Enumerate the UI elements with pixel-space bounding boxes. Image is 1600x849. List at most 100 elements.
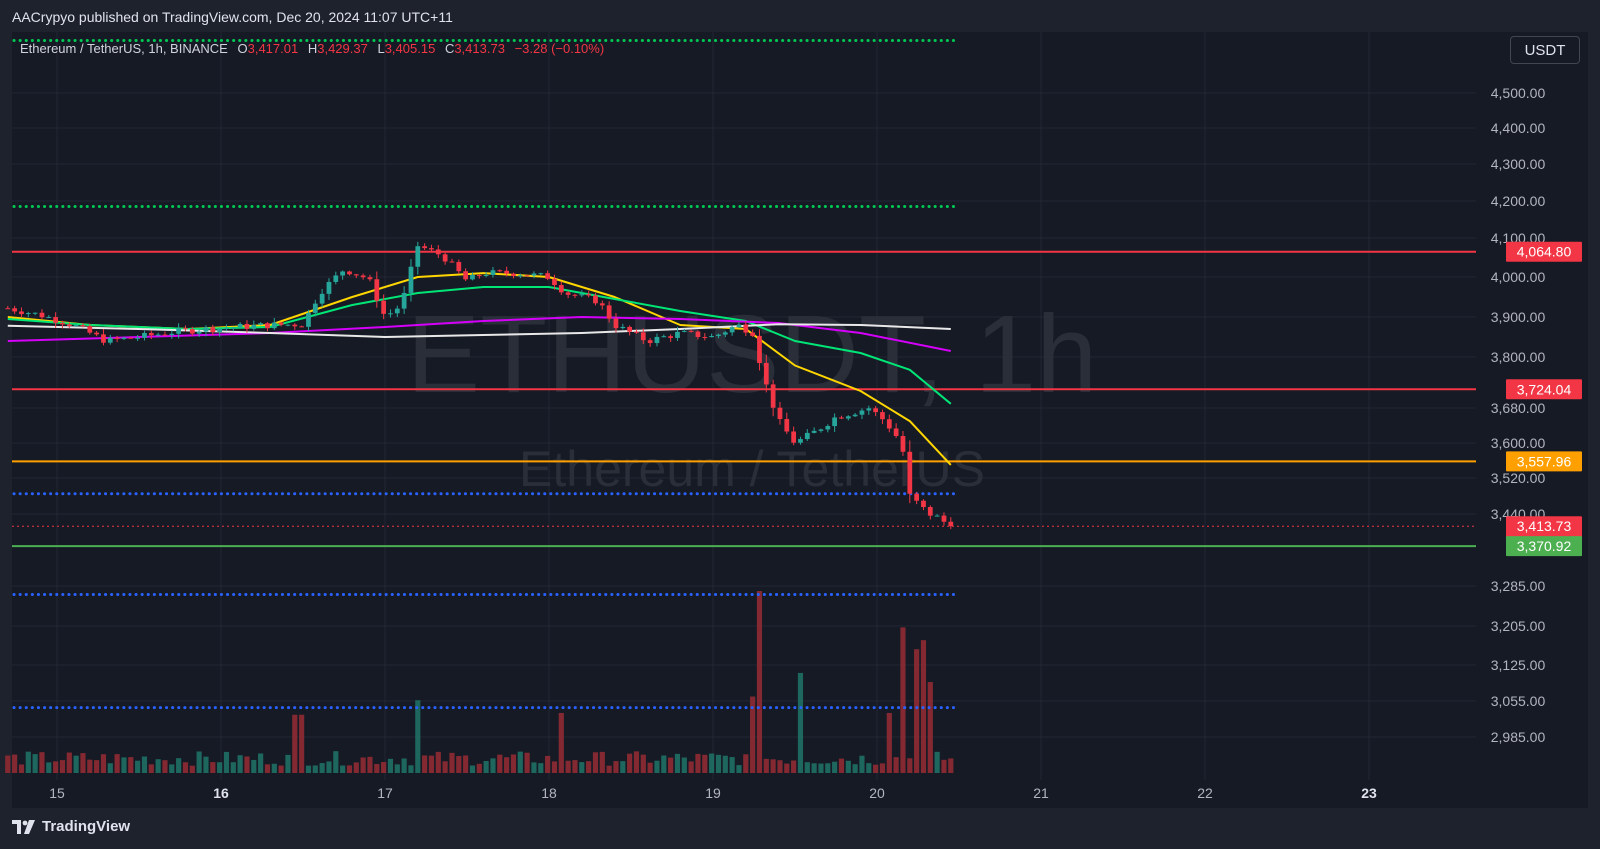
candle-body — [470, 275, 475, 280]
candle-body — [545, 273, 551, 279]
candle-body — [825, 426, 831, 430]
volume-bar — [299, 714, 305, 773]
candle-body — [32, 312, 38, 314]
volume-bar — [709, 753, 715, 773]
currency-button[interactable]: USDT — [1510, 36, 1580, 64]
candle-body — [292, 324, 298, 327]
watermark-ticker: ETHUSDT, 1h — [407, 293, 1098, 416]
volume-bar — [702, 754, 708, 773]
volume-bar — [162, 760, 168, 773]
candle-body — [142, 332, 147, 338]
candle-body — [333, 275, 339, 282]
candle-body — [661, 336, 667, 338]
volume-bar — [524, 752, 530, 773]
price-badge-label: 3,370.92 — [1517, 538, 1572, 554]
volume-bar — [538, 763, 544, 773]
candle-body — [5, 308, 11, 310]
volume-bar — [852, 764, 858, 773]
tradingview-logo[interactable]: TradingView — [12, 818, 130, 835]
volume-bar — [251, 759, 257, 773]
candle-body — [627, 326, 633, 332]
candle-body — [319, 293, 325, 304]
volume-bar — [606, 765, 612, 773]
candle-body — [87, 326, 93, 333]
candle-body — [60, 322, 65, 325]
tradingview-logo-text: TradingView — [42, 818, 131, 835]
volume-bar — [463, 755, 469, 773]
candle-body — [19, 311, 24, 315]
volume-bar — [189, 765, 195, 773]
time-axis[interactable]: 15 16 17 18 19 20 21 22 23 — [49, 785, 1377, 801]
volume-bar — [374, 763, 380, 773]
volume-bar — [210, 762, 216, 773]
candle-body — [285, 324, 291, 326]
volume-bar — [18, 764, 25, 773]
candle-body — [203, 327, 209, 332]
candle-body — [101, 334, 106, 343]
price-axis-label: 4,400.00 — [1491, 120, 1546, 136]
price-axis-label: 3,900.00 — [1491, 309, 1546, 325]
legend-close-label: C — [444, 41, 455, 56]
candle-body — [681, 330, 687, 332]
candle-body — [265, 323, 270, 329]
candle-body — [39, 312, 45, 318]
volume-bar — [914, 649, 920, 773]
candle-body — [579, 294, 585, 296]
watermark-name: Ethereum / TetherUS — [519, 441, 985, 497]
candle-body — [565, 292, 571, 295]
volume-bar — [73, 755, 79, 773]
candle-body — [422, 246, 428, 249]
legend-change: −3.28 (−0.10%) — [514, 41, 605, 56]
volume-bar — [80, 753, 86, 773]
candle-body — [832, 417, 838, 427]
candle-body — [148, 332, 154, 336]
candle-body — [80, 325, 86, 327]
candle-body — [948, 521, 954, 527]
volume-bar — [490, 758, 496, 773]
price-axis-label: 3,600.00 — [1491, 435, 1546, 451]
volume-bar — [367, 756, 373, 773]
candle-body — [244, 323, 250, 329]
candle-body — [743, 324, 749, 333]
legend-high: 3,429.37 — [317, 41, 368, 56]
time-axis-label: 19 — [705, 785, 721, 801]
candle-body — [251, 324, 257, 329]
candle-body — [839, 417, 844, 419]
candle-body — [107, 337, 113, 343]
candle-body — [517, 275, 523, 277]
volume-bar — [401, 758, 407, 773]
volume-bar — [66, 752, 72, 773]
time-axis-label: 16 — [213, 785, 229, 801]
volume-bar — [941, 759, 947, 773]
candle-body — [907, 451, 913, 494]
time-axis-label: 23 — [1361, 785, 1377, 801]
candle-body — [736, 324, 742, 328]
ema-line — [7, 316, 951, 352]
candle-body — [620, 326, 626, 329]
volume-bar — [497, 754, 503, 773]
volume-bar — [866, 763, 872, 773]
volume-bar — [422, 755, 428, 773]
price-axis[interactable]: 4,500.004,400.004,300.004,200.004,100.00… — [1491, 85, 1546, 745]
volume-bar — [661, 755, 667, 773]
candle-body — [388, 313, 393, 315]
candle-body — [196, 331, 202, 334]
candle-body — [394, 308, 400, 314]
volume-bar — [545, 755, 551, 773]
candle-body — [381, 300, 387, 314]
volume-bar — [326, 761, 332, 773]
volume-bar — [353, 762, 359, 773]
volume-bar — [879, 763, 886, 773]
candle-body — [347, 271, 352, 275]
volume-bar — [435, 751, 441, 773]
symbol-legend[interactable]: Ethereum / TetherUS, 1h, BINANCE O3,417.… — [20, 41, 604, 56]
candle-body — [763, 362, 769, 385]
candle-body — [941, 515, 947, 522]
volume-bar — [750, 696, 756, 773]
volume-bar — [387, 758, 394, 773]
volume-bars — [5, 591, 954, 773]
watermark: ETHUSDT, 1h Ethereum / TetherUS — [407, 293, 1098, 497]
volume-bar — [592, 752, 599, 773]
volume-bar — [770, 759, 776, 773]
